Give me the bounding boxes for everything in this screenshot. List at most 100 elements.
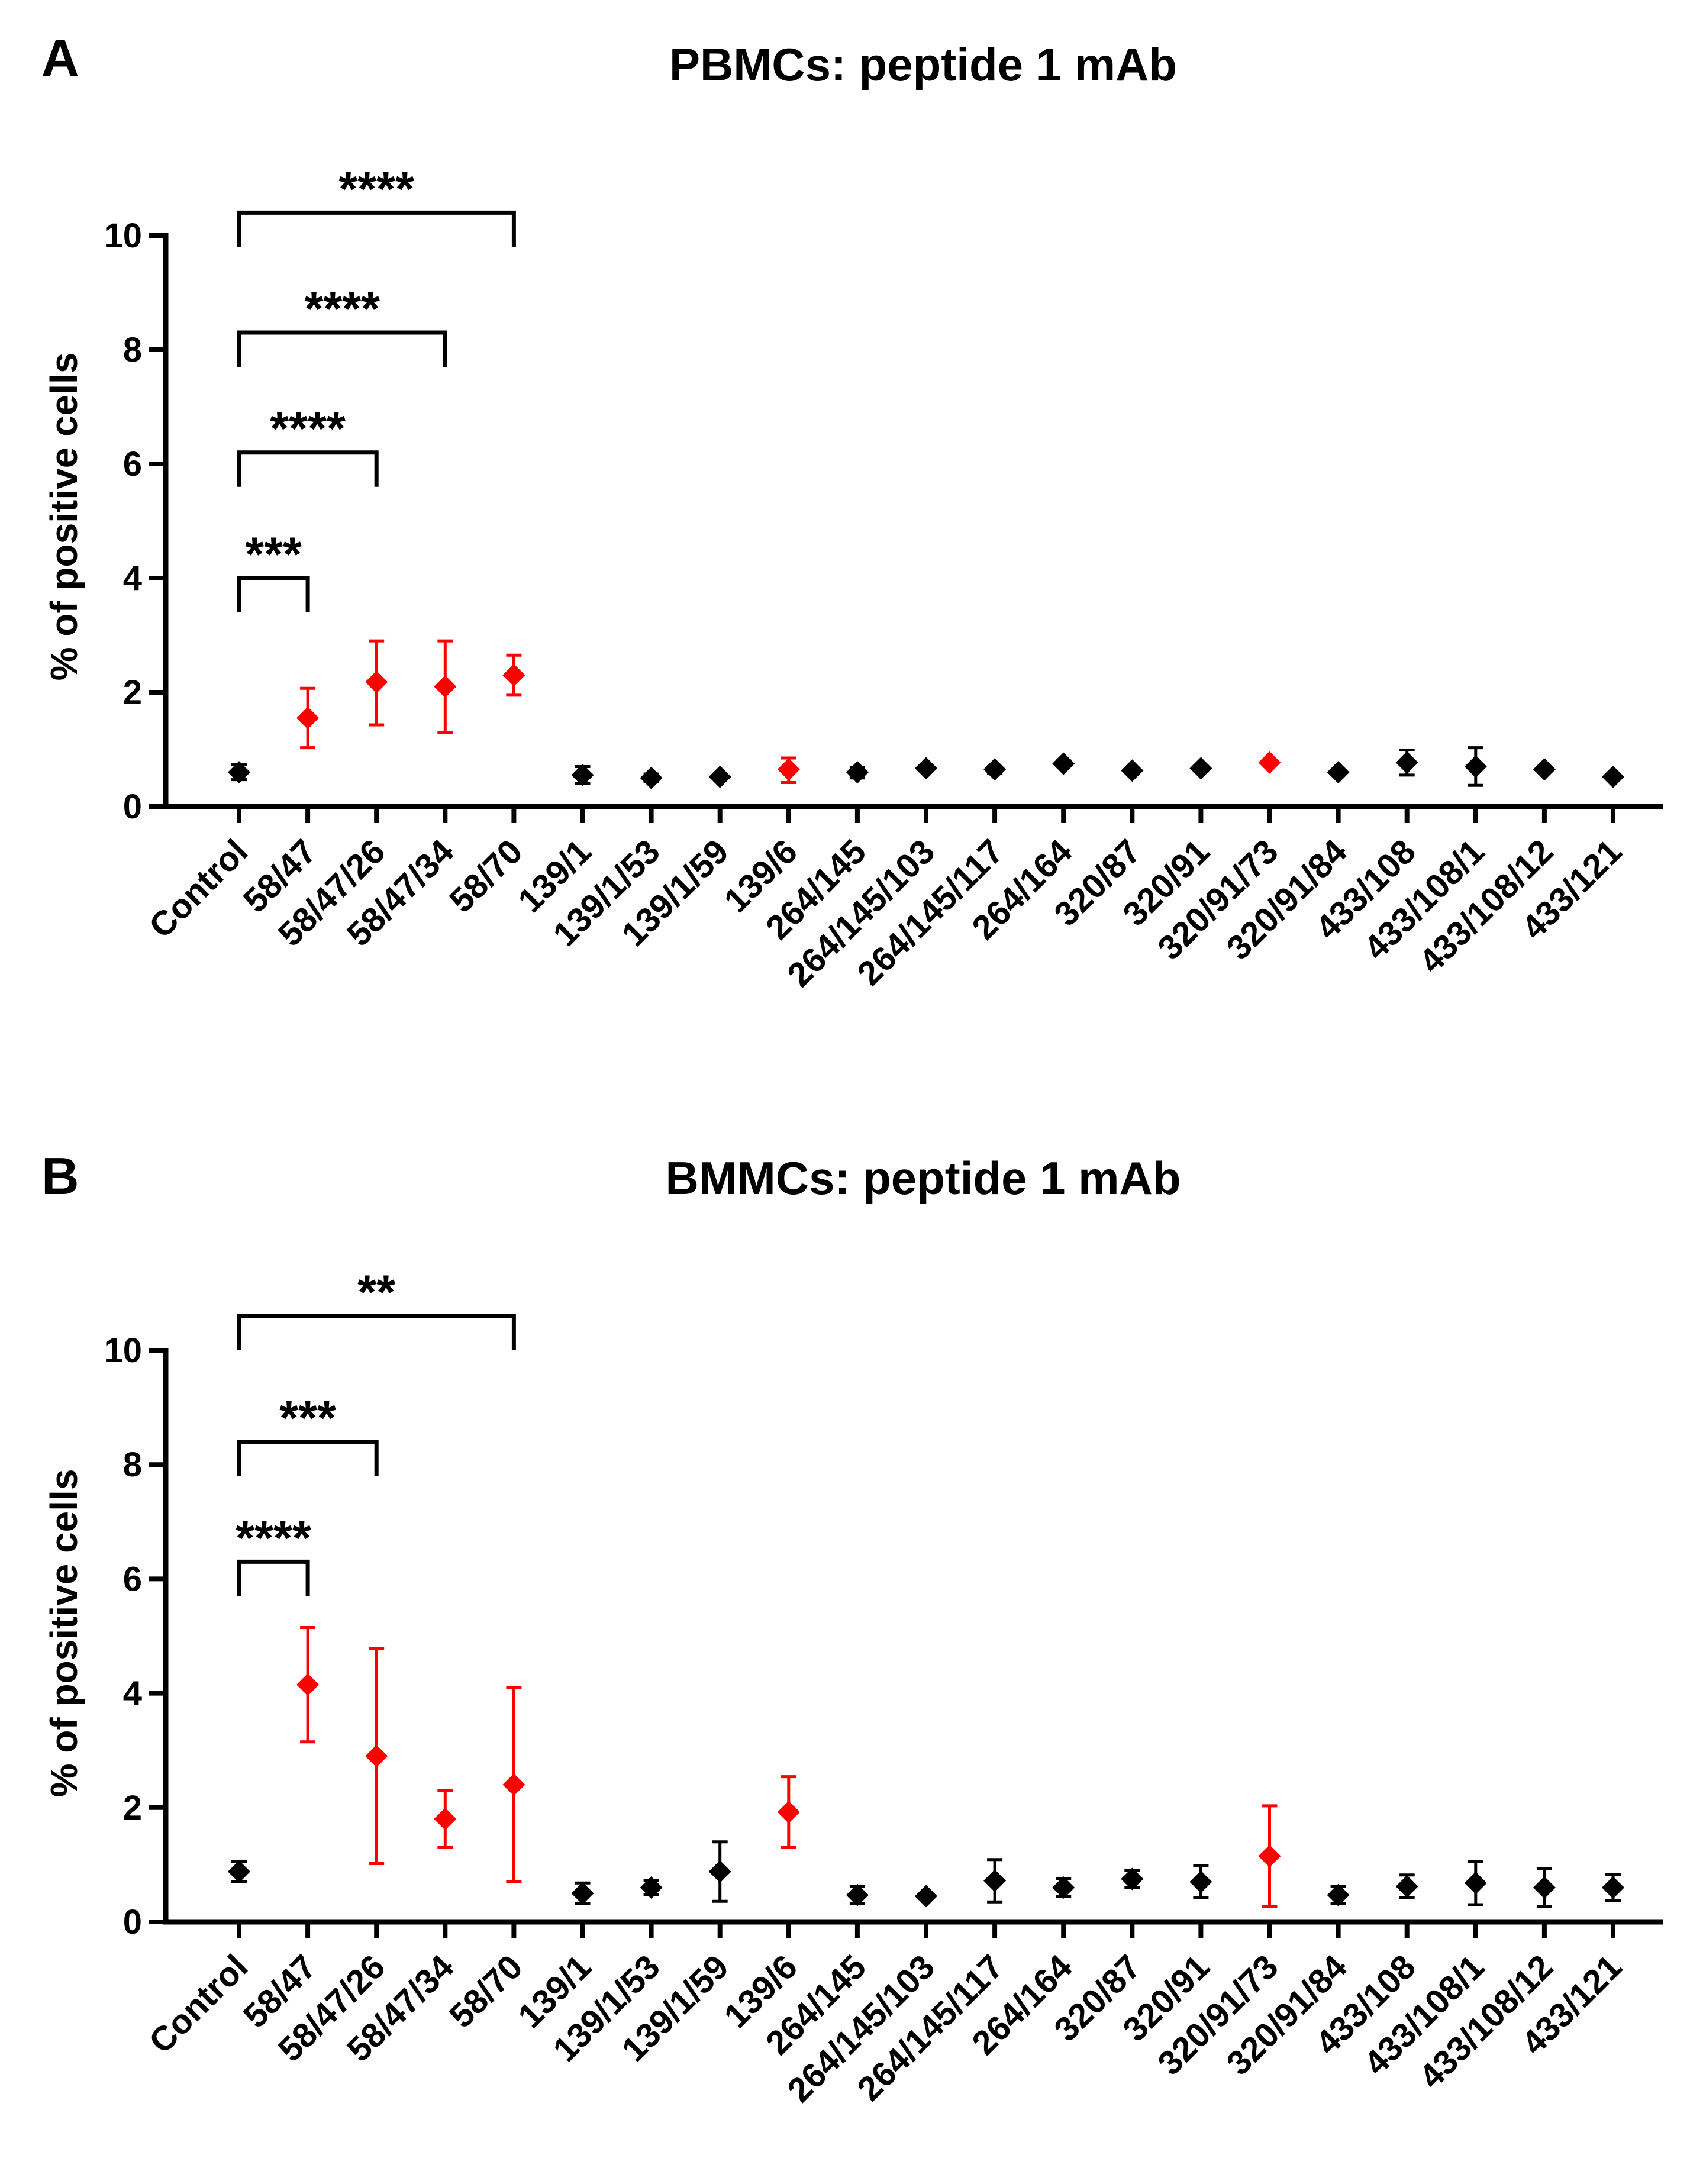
panel-b-diamond-marker: [1464, 1872, 1487, 1895]
panel-b-diamond-marker: [983, 1869, 1007, 1892]
panel-a-diamond-marker: [434, 675, 457, 698]
panel-b-diamond-marker: [1121, 1867, 1144, 1891]
panel-a-point-433-108-12: [1533, 758, 1556, 781]
panel-a-point-320-91: [1189, 757, 1212, 780]
panel-b-significance-bracket: [237, 1314, 516, 1351]
panel-b-diamond-marker: [1327, 1883, 1350, 1906]
panel-a-x-tick-label: Control: [141, 832, 255, 946]
panel-b-point-139-1-59: [708, 1840, 731, 1903]
panel-a-significance-bracket: [237, 210, 516, 247]
panel-a-point-264-164: [1052, 752, 1075, 775]
panel-a-point-139-1: [571, 763, 594, 786]
panel-a-diamond-marker: [296, 707, 320, 730]
panel-b-y-tick-label: 6: [123, 1560, 142, 1598]
panel-a-y-tick-label: 6: [123, 445, 142, 483]
panel-b-axes: [163, 1348, 1663, 1925]
panel-b-point-58-47-26: [365, 1647, 388, 1865]
panel-b-point-264-164: [1052, 1876, 1075, 1899]
panel-b-data-points: [228, 1626, 1624, 1908]
panel-b-diamond-marker: [228, 1860, 250, 1883]
panel-b-diamond-marker: [365, 1744, 388, 1767]
panel-b-y-axis-label: % of positive cells: [43, 1469, 85, 1798]
panel-a-point-264-145-117: [983, 758, 1007, 781]
panel-b-diamond-marker: [296, 1673, 320, 1696]
panel-b-diamond-marker: [1189, 1870, 1212, 1893]
panel-b-x-tick-label: 58/70: [442, 1947, 530, 2035]
panel-b: B BMMCs: peptide 1 mAb % of positive cel…: [41, 1147, 1663, 2109]
panel-b-y-tick-label: 4: [123, 1675, 142, 1713]
panel-b-diamond-marker: [502, 1773, 525, 1796]
panel-a-point-320-91-84: [1327, 761, 1350, 784]
panel-a-diamond-marker: [365, 670, 388, 693]
panel-b-point-139-6: [777, 1775, 800, 1849]
panel-letter-b: B: [41, 1147, 79, 1205]
panel-a-diamond-marker: [1533, 758, 1556, 781]
panel-b-point-320-91-73: [1258, 1804, 1281, 1908]
panel-b-diamond-marker: [1052, 1876, 1075, 1899]
panel-a-significance-stars: ****: [338, 162, 414, 216]
panel-a-data-points: [228, 639, 1624, 789]
panel-b-diamond-marker: [846, 1883, 869, 1906]
panel-b-point-264-145-103: [915, 1885, 937, 1908]
panel-a-diamond-marker: [640, 766, 663, 789]
panel-b-significance-brackets: *********: [236, 1266, 516, 1596]
panel-a-point-320-87: [1121, 759, 1144, 782]
panel-a-diamond-marker: [846, 761, 869, 784]
panel-a-point-58-70: [502, 653, 525, 697]
panel-b-diamond-marker: [1395, 1875, 1418, 1898]
panel-b-point-433-108: [1395, 1873, 1418, 1899]
panel-a-point-58-47-26: [365, 639, 388, 727]
panel-b-point-58-47-34: [434, 1789, 457, 1849]
panel-a-significance-stars: ****: [270, 402, 346, 456]
panel-a-diamond-marker: [571, 763, 594, 786]
panel-b-significance-bracket: [237, 1440, 379, 1476]
panel-b-point-264-145: [846, 1883, 869, 1906]
panel-b-point-139-1-53: [640, 1876, 663, 1899]
panel-b-x-ticks: Control58/4758/47/2658/47/3458/70139/113…: [141, 1922, 1629, 2109]
panel-b-point-320-87: [1121, 1867, 1144, 1891]
panel-a-title: PBMCs: peptide 1 mAb: [669, 38, 1177, 91]
panel-b-x-tick-label: Control: [141, 1947, 255, 2061]
panel-b-y-tick-label: 2: [123, 1789, 142, 1827]
panel-b-point-433-121: [1602, 1873, 1624, 1902]
panel-a-point-264-145-103: [915, 757, 937, 780]
panel-a-point-139-1-59: [708, 765, 731, 788]
panel-b-point-58-47: [296, 1626, 320, 1744]
panel-b-point-433-108-1: [1464, 1860, 1487, 1906]
panel-a-diamond-marker: [777, 758, 800, 781]
panel-a: A PBMCs: peptide 1 mAb % of positive cel…: [41, 28, 1663, 994]
panel-a-diamond-marker: [1327, 761, 1350, 784]
panel-b-diamond-marker: [571, 1882, 594, 1905]
panel-a-diamond-marker: [1258, 751, 1281, 774]
panel-a-significance-bracket: [237, 330, 447, 367]
panel-b-significance-stars: **: [357, 1266, 395, 1320]
panel-b-diamond-marker: [1602, 1876, 1624, 1899]
panel-a-diamond-marker: [983, 758, 1007, 781]
panel-a-y-tick-label: 2: [123, 673, 142, 712]
panel-a-y-tick-label: 8: [123, 331, 142, 369]
panel-a-diamond-marker: [708, 765, 731, 788]
panel-a-significance-brackets: ***************: [237, 162, 516, 612]
panel-a-point-control: [228, 761, 250, 784]
panel-b-point-control: [228, 1860, 250, 1883]
panel-b-point-139-1: [571, 1881, 594, 1905]
panel-a-point-139-6: [777, 756, 800, 784]
panel-b-point-433-108-12: [1533, 1867, 1556, 1908]
panel-a-diamond-marker: [1121, 759, 1144, 782]
panel-b-y-tick-label: 8: [123, 1446, 142, 1484]
panel-a-diamond-marker: [502, 664, 525, 687]
panel-a-point-139-1-53: [640, 766, 663, 789]
panel-a-significance-bracket: [237, 450, 379, 487]
panel-a-diamond-marker: [1602, 765, 1624, 788]
panel-b-point-58-70: [502, 1686, 525, 1883]
panel-b-diamond-marker: [434, 1808, 457, 1831]
panel-a-y-tick-label: 0: [123, 788, 142, 826]
panel-b-diamond-marker: [708, 1860, 731, 1883]
panel-a-point-58-47-34: [434, 639, 457, 734]
panel-a-significance-bracket: [237, 576, 310, 612]
panel-a-axes: [163, 233, 1663, 809]
panel-a-significance-stars: ***: [245, 528, 302, 582]
panel-b-significance-stars: ***: [279, 1392, 336, 1446]
panel-b-point-320-91-84: [1327, 1883, 1350, 1906]
